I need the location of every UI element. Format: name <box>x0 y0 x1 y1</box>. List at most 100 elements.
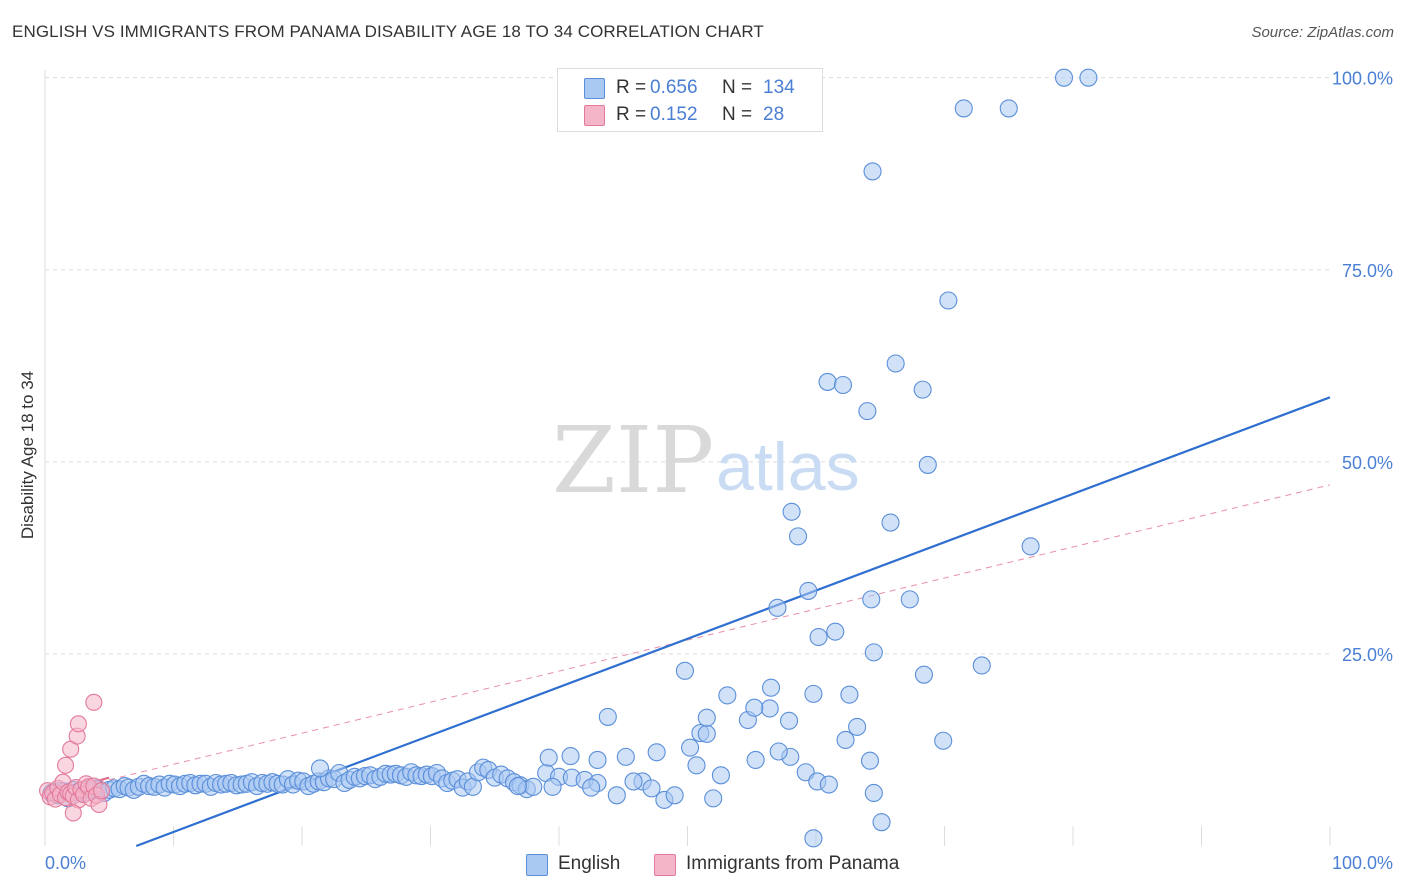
y-tick-label: 25.0% <box>1342 645 1393 665</box>
english-point <box>913 380 932 399</box>
n-value: 28 <box>763 104 785 125</box>
panama-point <box>90 795 108 814</box>
series-legend: English Immigrants from Panama <box>0 852 1406 880</box>
english-point <box>782 502 801 521</box>
watermark-atlas: atlas <box>716 429 860 505</box>
english-point <box>833 375 853 395</box>
panama-swatch <box>584 105 605 126</box>
english-point <box>840 685 859 704</box>
english-point <box>809 627 828 647</box>
legend-row-panama: R = 0.152 N = 28 <box>558 102 822 130</box>
english-point <box>718 686 737 705</box>
english-point <box>860 751 880 770</box>
panama-point <box>64 804 82 822</box>
english-point <box>918 455 937 474</box>
english-point <box>804 684 823 703</box>
english-point <box>761 678 781 697</box>
english-point <box>872 813 891 832</box>
english-point <box>818 372 837 391</box>
r-value: 0.152 <box>650 104 698 125</box>
panama-legend-swatch <box>654 854 676 876</box>
english-point <box>760 699 779 718</box>
english-point <box>508 777 527 796</box>
english-point <box>624 772 643 791</box>
english-legend-swatch <box>526 854 548 876</box>
english-point <box>607 786 626 805</box>
english-point <box>598 707 617 726</box>
english-point <box>864 783 883 803</box>
english-point <box>1021 537 1040 556</box>
english-point <box>588 750 607 769</box>
data-points <box>39 68 1098 848</box>
english-point <box>886 354 905 373</box>
english-point <box>687 756 706 775</box>
r-label: R = <box>616 104 647 125</box>
english-point <box>746 750 765 769</box>
english-point <box>1054 68 1074 87</box>
english-point <box>539 748 558 767</box>
english-point <box>524 777 543 796</box>
english-point <box>1079 68 1098 87</box>
english-point <box>788 527 808 546</box>
legend-row-english: R = 0.656 N = 134 <box>558 75 822 103</box>
english-point <box>616 747 635 766</box>
y-tick-label: 50.0% <box>1342 453 1393 473</box>
english-point <box>954 99 973 118</box>
panama-point <box>57 756 75 774</box>
chart-title: ENGLISH VS IMMIGRANTS FROM PANAMA DISABI… <box>12 22 764 41</box>
english-point <box>647 743 666 762</box>
english-point <box>939 291 958 310</box>
english-point <box>665 786 684 805</box>
panama-legend-label: Immigrants from Panama <box>686 853 900 874</box>
english-point <box>862 590 881 609</box>
english-point <box>799 581 818 600</box>
english-point <box>864 643 883 662</box>
panama-point <box>92 782 111 800</box>
watermark: ZIP atlas <box>552 407 860 514</box>
english-point <box>681 738 700 757</box>
n-label: N = <box>722 104 753 125</box>
english-point <box>582 778 601 797</box>
english-point <box>858 402 877 421</box>
english-point <box>999 99 1018 118</box>
n-value: 134 <box>763 77 795 98</box>
english-point <box>863 162 882 181</box>
english-point <box>836 730 855 750</box>
english-point <box>697 708 716 727</box>
n-label: N = <box>722 77 753 98</box>
r-value: 0.656 <box>650 77 698 98</box>
x-tick-label: 0.0% <box>45 853 86 873</box>
english-point <box>779 711 799 730</box>
english-swatch <box>584 78 605 99</box>
english-point <box>543 777 562 796</box>
english-point <box>826 622 845 641</box>
english-point <box>881 513 900 532</box>
english-point <box>972 656 991 675</box>
english-point <box>704 789 723 808</box>
english-point <box>561 747 580 766</box>
watermark-zip: ZIP <box>552 407 714 514</box>
tick-labels: 25.0% 50.0% 75.0% 100.0% 0.0% 100.0% <box>45 69 1393 873</box>
english-point <box>819 775 838 794</box>
english-point <box>697 724 716 743</box>
english-point <box>310 759 330 778</box>
english-point <box>768 598 787 617</box>
panama-point <box>69 715 87 733</box>
y-axis-label: Disability Age 18 to 34 <box>18 371 37 539</box>
english-point <box>848 717 867 736</box>
y-tick-label: 75.0% <box>1342 261 1393 281</box>
y-tick-label: 100.0% <box>1332 69 1393 89</box>
r-label: R = <box>616 77 647 98</box>
english-point <box>642 779 661 798</box>
source-credit: Source: ZipAtlas.com <box>1251 24 1394 41</box>
english-point <box>914 665 933 684</box>
stats-legend: R = 0.656 N = 134 R = 0.152 N = 28 <box>557 68 823 132</box>
english-point <box>804 829 823 848</box>
english-point <box>745 698 764 717</box>
english-point <box>769 742 788 761</box>
english-point <box>675 661 694 680</box>
english-legend-label: English <box>558 853 621 874</box>
x-tick-label: 100.0% <box>1332 853 1393 873</box>
english-point <box>900 590 919 609</box>
